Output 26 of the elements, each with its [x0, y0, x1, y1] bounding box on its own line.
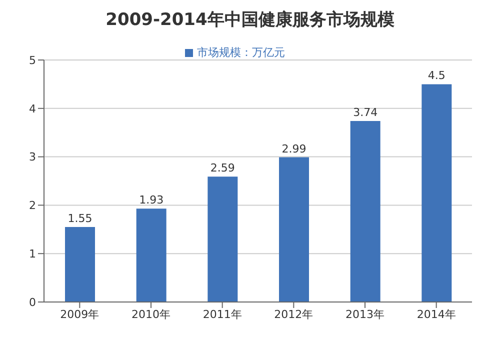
- y-tick-label: 3: [29, 150, 36, 164]
- data-label: 2.99: [282, 142, 306, 156]
- bar: [208, 176, 238, 302]
- legend-label: 市场规模：万亿元: [197, 46, 285, 59]
- data-label: 2.59: [210, 162, 235, 175]
- bar: [279, 157, 309, 302]
- x-tick-label: 2014年: [416, 308, 456, 321]
- bar: [65, 226, 95, 302]
- x-tick-label: 2013年: [346, 308, 384, 321]
- bar: [350, 120, 380, 302]
- y-tick-label: 5: [29, 54, 36, 67]
- y-tick-label: 4: [29, 102, 36, 116]
- x-tick-label: 2011年: [202, 308, 242, 321]
- data-label: 1.93: [139, 194, 164, 207]
- data-label: 3.74: [353, 106, 378, 119]
- x-tick-label: 2012年: [274, 308, 314, 321]
- x-tick-label: 2010年: [132, 308, 170, 321]
- bar: [136, 208, 166, 302]
- data-label: 4.5: [428, 69, 446, 82]
- data-label: 1.55: [68, 212, 92, 225]
- y-tick-label: 0: [29, 296, 36, 309]
- bar: [422, 84, 452, 302]
- y-tick-label: 1: [29, 248, 36, 261]
- x-tick-label: 2009年: [60, 308, 100, 321]
- chart-title: 2009-2014年中国健康服务市场规模: [104, 9, 396, 31]
- y-tick-label: 2: [29, 199, 36, 212]
